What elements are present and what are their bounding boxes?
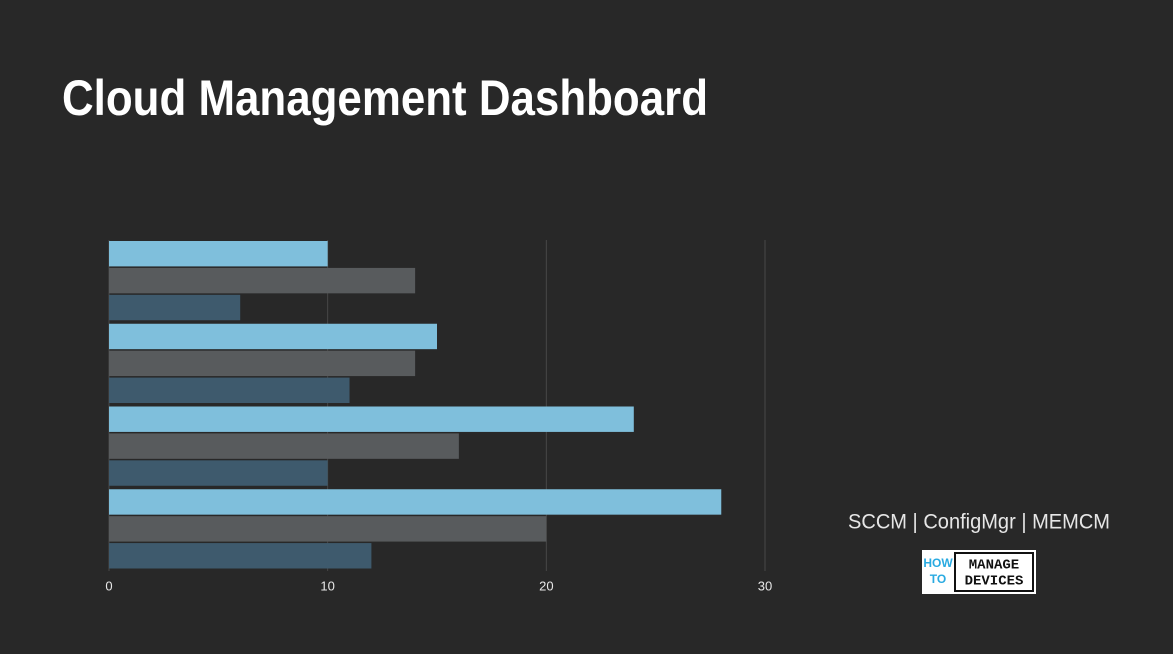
bar [109, 294, 241, 321]
bar [109, 516, 547, 542]
bar [109, 350, 416, 377]
chart: 0 10 20 30 [105, 240, 772, 593]
bar [109, 489, 722, 515]
bar [109, 241, 328, 267]
x-tick-label: 0 [105, 578, 112, 593]
logo-text: MANAGE [969, 558, 1019, 574]
logo-text: TO [930, 572, 946, 586]
bar [109, 323, 437, 350]
logo-text: HOW [923, 556, 953, 570]
title: Cloud Management Dashboard [62, 70, 708, 126]
tagline: SCCM | ConfigMgr | MEMCM [848, 511, 1110, 534]
bar [109, 406, 634, 432]
logo: HOW TO MANAGE DEVICES [922, 550, 1036, 594]
bar [109, 460, 328, 486]
logo-text: DEVICES [965, 574, 1024, 590]
bar [109, 433, 459, 459]
x-tick-label: 20 [539, 578, 553, 593]
x-tick-label: 10 [320, 578, 334, 593]
bar [109, 377, 350, 403]
logo-frame [954, 552, 1034, 592]
bar [109, 267, 416, 294]
logo-box [922, 550, 1036, 594]
bar [109, 543, 372, 569]
x-tick-label: 30 [758, 578, 772, 593]
